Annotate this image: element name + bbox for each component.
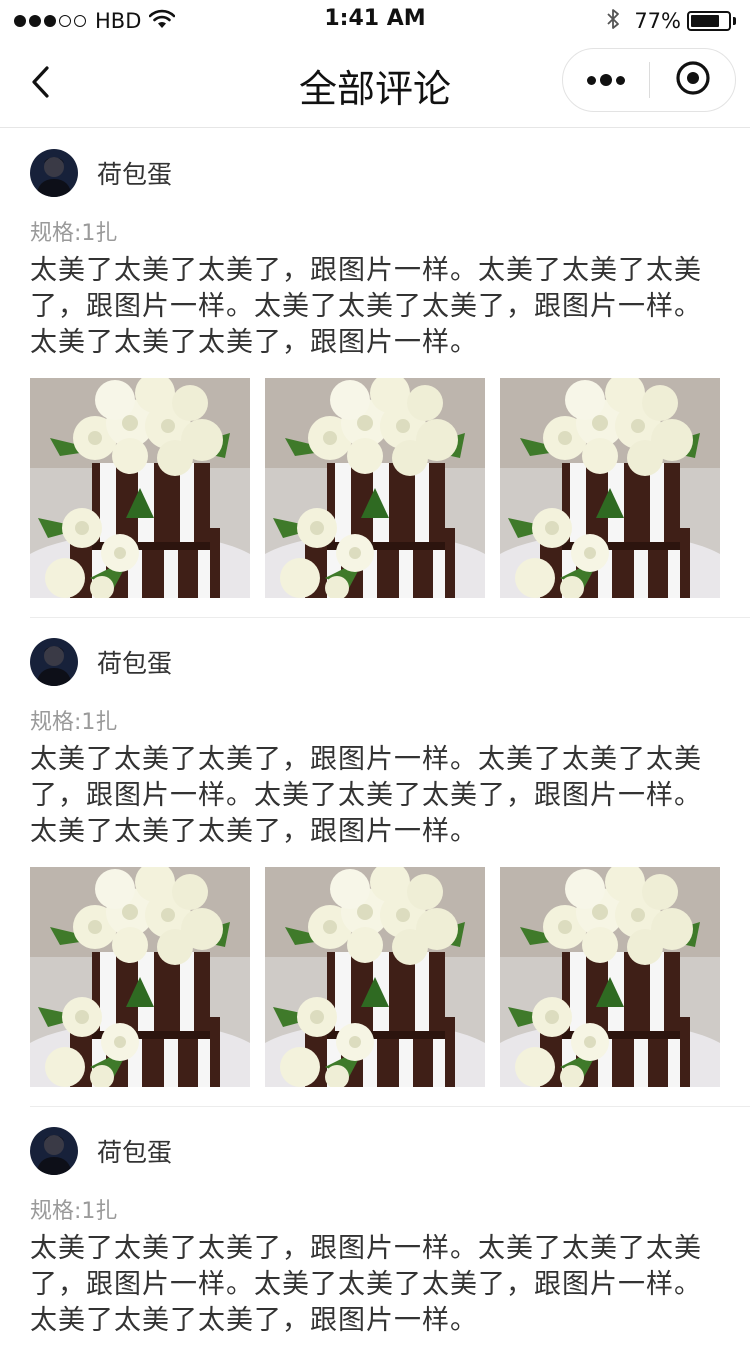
comment-item: 荷包蛋 规格:1扎 太美了太美了太美了，跟图片一样。太美了太美了太美了，跟图片一…: [30, 129, 750, 618]
comment-item: 荷包蛋 规格:1扎 太美了太美了太美了，跟图片一样。太美了太美了太美了，跟图片一…: [30, 618, 750, 1107]
user-name: 荷包蛋: [97, 649, 173, 678]
signal-dot: [14, 15, 26, 27]
user-name: 荷包蛋: [97, 1138, 173, 1167]
status-right: 77%: [606, 8, 736, 34]
cake-photo[interactable]: [500, 867, 720, 1087]
battery-tip: [733, 17, 736, 25]
signal-dot: [44, 15, 56, 27]
photo-grid: [30, 867, 735, 1087]
battery-percent: 77%: [634, 9, 681, 33]
signal-carrier-wifi: HBD: [14, 8, 176, 34]
status-time: 1:41 AM: [324, 6, 426, 31]
user-name: 荷包蛋: [97, 160, 173, 189]
spec-value: 1扎: [81, 1199, 118, 1224]
target-circle-icon: [675, 60, 711, 100]
more-dots-icon: [585, 74, 627, 86]
more-button[interactable]: [563, 49, 649, 111]
capsule-divider: [649, 62, 650, 98]
comment-content: 太美了太美了太美了，跟图片一样。太美了太美了太美了，跟图片一样。太美了太美了太美…: [30, 744, 702, 847]
status-bar: HBD 1:41 AM 77%: [0, 0, 750, 40]
avatar[interactable]: [30, 638, 78, 686]
cake-photo[interactable]: [500, 378, 720, 598]
spec-label: 规格:: [30, 221, 82, 246]
photo-grid: [30, 378, 735, 598]
carrier-name: HBD: [95, 9, 142, 33]
spec-value: 1扎: [81, 710, 118, 735]
back-button[interactable]: [22, 64, 58, 104]
signal-dot: [29, 15, 41, 27]
spec: 规格:1扎: [30, 1193, 117, 1225]
cake-photo[interactable]: [265, 378, 485, 598]
comment-user-row: 荷包蛋: [30, 1127, 172, 1175]
nav-bar: 全部评论: [0, 40, 750, 128]
comment-content: 太美了太美了太美了，跟图片一样。太美了太美了太美了，跟图片一样。太美了太美了太美…: [30, 255, 702, 358]
miniprogram-capsule: [562, 48, 736, 112]
comment-user-row: 荷包蛋: [30, 638, 172, 686]
battery-icon: [687, 11, 731, 31]
signal-dot: [59, 15, 71, 27]
comment-user-row: 荷包蛋: [30, 149, 172, 197]
cake-photo[interactable]: [30, 378, 250, 598]
spec: 规格:1扎: [30, 704, 117, 736]
spec-label: 规格:: [30, 710, 82, 735]
close-miniprogram-button[interactable]: [650, 49, 735, 111]
spec-value: 1扎: [81, 221, 118, 246]
bluetooth-icon: [606, 7, 620, 35]
battery-fill: [691, 15, 719, 27]
chevron-left-icon: [30, 65, 50, 103]
wifi-icon: [149, 9, 176, 33]
comment-content: 太美了太美了太美了，跟图片一样。太美了太美了太美了，跟图片一样。太美了太美了太美…: [30, 1233, 702, 1336]
spec: 规格:1扎: [30, 215, 117, 247]
cake-photo[interactable]: [265, 867, 485, 1087]
comment-item: 荷包蛋 规格:1扎 太美了太美了太美了，跟图片一样。太美了太美了太美了，跟图片一…: [30, 1107, 750, 1367]
avatar[interactable]: [30, 149, 78, 197]
avatar[interactable]: [30, 1127, 78, 1175]
signal-dot: [74, 15, 86, 27]
cake-photo[interactable]: [30, 867, 250, 1087]
spec-label: 规格:: [30, 1199, 82, 1224]
